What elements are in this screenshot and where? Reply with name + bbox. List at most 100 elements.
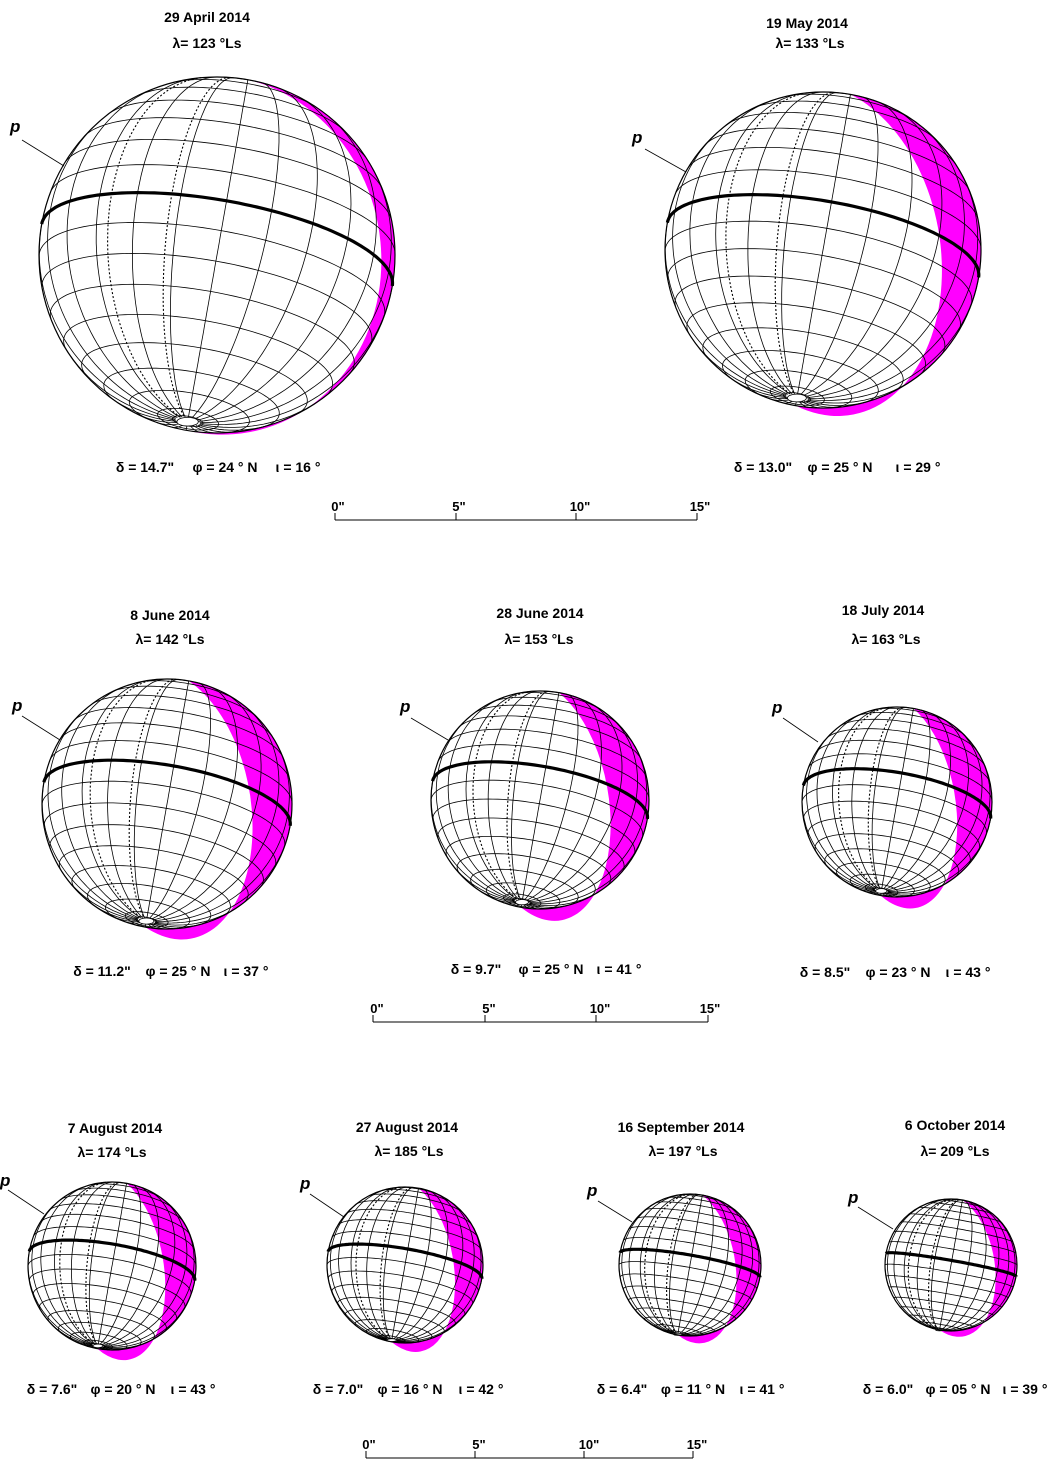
pole-label: p: [0, 1171, 10, 1190]
dotted-meridian: [927, 1199, 961, 1330]
date-label: 19 May 2014: [766, 15, 848, 31]
meridian-line: [338, 1187, 391, 1339]
meridian-line: [682, 1209, 760, 1336]
meridian-line: [99, 1184, 142, 1345]
meridian-line: [97, 1183, 127, 1345]
phase-crescent: [391, 1188, 484, 1352]
globe-drawing: [618, 1193, 762, 1344]
latitude-label: φ = 20 ° N: [90, 1381, 155, 1397]
phase-crescent: [145, 680, 292, 940]
pole-label: p: [9, 117, 20, 136]
pole-label: p: [631, 128, 642, 147]
meridian-line: [199, 164, 392, 423]
globe-limb: [618, 1193, 762, 1337]
meridian-line: [806, 126, 965, 398]
pole-pointer: [21, 139, 65, 167]
equator-line: [884, 1251, 1018, 1278]
globe-limb: [27, 1181, 197, 1351]
meridian-line: [805, 110, 943, 397]
meridian-line: [886, 717, 969, 891]
meridian-line: [677, 1195, 703, 1334]
globe-drawing: [326, 1186, 484, 1352]
globe-panel: 6 October 2014 λ= 209 °Ls p δ = 6.0" φ =…: [847, 1117, 1047, 1397]
meridian-line: [103, 1197, 188, 1347]
meridian-line: [47, 707, 139, 919]
phase-crescent: [521, 692, 649, 921]
scale-tick-label: 15": [687, 1437, 708, 1452]
meridian-line: [148, 682, 211, 919]
ls-label: λ= 197 °Ls: [648, 1143, 717, 1159]
ls-label: λ= 163 °Ls: [851, 631, 920, 647]
globe-limb: [38, 76, 396, 434]
pole-pointer: [7, 1189, 45, 1215]
scale-bar: 0" 5" 10" 15": [370, 1001, 720, 1023]
meridian-line: [802, 101, 913, 397]
dotted-meridian: [666, 1193, 699, 1335]
equator-line: [431, 760, 650, 820]
pole-pointer: [857, 1206, 894, 1230]
scale-tick-label: 10": [579, 1437, 600, 1452]
meridian-line: [797, 94, 851, 395]
meridian-line: [71, 1181, 114, 1345]
equator-line: [326, 1242, 484, 1279]
polar-cap: [515, 899, 529, 906]
dotted-meridian: [472, 690, 531, 902]
meridian-line: [887, 753, 991, 892]
meridian-line: [528, 714, 639, 903]
date-label: 27 August 2014: [356, 1119, 458, 1135]
meridian-line: [487, 690, 539, 900]
diameter-label: δ = 6.0": [863, 1381, 914, 1397]
dotted-meridian: [59, 1181, 109, 1346]
date-label: 29 April 2014: [164, 9, 250, 25]
date-label: 8 June 2014: [130, 607, 210, 623]
globe-drawing: [430, 690, 650, 921]
meridian-line: [747, 91, 821, 395]
latitude-label: φ = 23 ° N: [865, 964, 930, 980]
meridian-line: [654, 1193, 697, 1334]
meridian-line: [396, 1197, 475, 1341]
meridian-line: [95, 78, 193, 418]
latitude-label: φ = 24 ° N: [192, 459, 257, 475]
meridian-line: [682, 1199, 753, 1335]
dotted-meridian: [162, 76, 230, 420]
phase-angle-label: ι = 41 °: [597, 961, 642, 977]
meridian-line: [884, 712, 951, 890]
meridian-line: [522, 692, 560, 900]
meridian-line: [61, 685, 140, 919]
meridian-line: [669, 1194, 700, 1334]
phase-angle-label: ι = 37 °: [224, 963, 269, 979]
polar-cap: [138, 917, 155, 925]
meridian-line: [525, 697, 602, 901]
globe-panel: 7 August 2014 λ= 174 °Ls p δ = 7.6" φ = …: [0, 1120, 215, 1397]
diameter-label: δ = 7.0": [313, 1381, 364, 1397]
meridian-line: [680, 1196, 729, 1335]
pole-label: p: [399, 697, 410, 716]
phase-angle-label: ι = 43 °: [946, 964, 991, 980]
pole-pointer: [597, 1200, 633, 1223]
meridian-line: [187, 79, 249, 418]
pole-pointer: [21, 715, 61, 741]
scale-bar: 0" 5" 10" 15": [331, 499, 710, 521]
diameter-label: δ = 13.0": [734, 459, 792, 475]
meridian-line: [47, 117, 177, 419]
meridian-line: [152, 693, 262, 921]
pole-pointer: [410, 717, 449, 741]
pole-pointer: [644, 148, 687, 173]
globe-drawing: [801, 706, 993, 909]
polar-cap: [92, 1343, 104, 1349]
meridian-line: [943, 1201, 1010, 1331]
globe-limb: [326, 1186, 484, 1344]
latitude-label: φ = 05 ° N: [925, 1381, 990, 1397]
polar-cap: [787, 393, 807, 403]
equator-line: [40, 190, 395, 287]
meridian-line: [393, 1188, 432, 1340]
globe-drawing: [664, 91, 982, 417]
meridian-line: [53, 1182, 105, 1345]
meridian-line: [832, 707, 884, 889]
meridian-line: [394, 1190, 449, 1340]
meridian-line: [806, 728, 876, 890]
globe-panel: 18 July 2014 λ= 163 °Ls p δ = 8.5" φ = 2…: [771, 602, 993, 980]
phase-angle-label: ι = 42 °: [459, 1381, 504, 1397]
meridian-line: [887, 727, 983, 892]
